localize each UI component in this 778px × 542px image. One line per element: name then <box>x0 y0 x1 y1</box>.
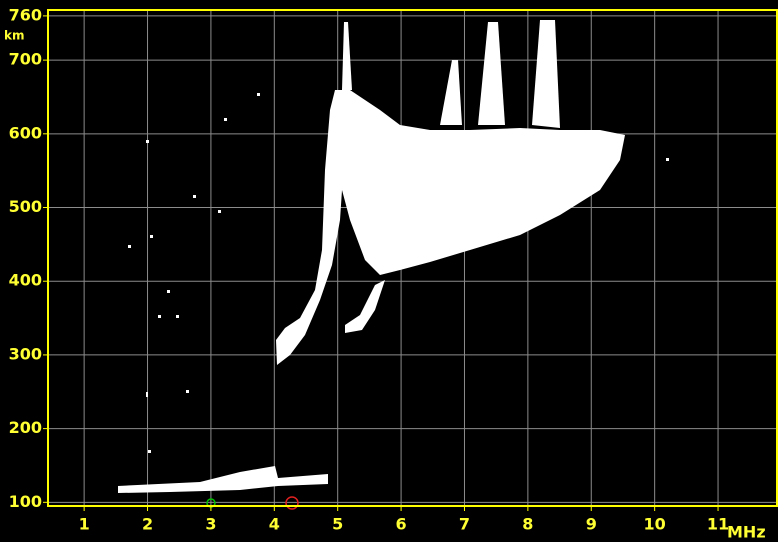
y-tick-label: 300 <box>9 344 42 363</box>
x-unit: MHz <box>727 523 766 542</box>
y-tick-label: 600 <box>9 123 42 142</box>
y-tick-label: 500 <box>9 197 42 216</box>
x-tick-label: 1 <box>79 515 90 534</box>
x-tick-label: 7 <box>459 515 470 534</box>
x-tick-label: 2 <box>142 515 153 534</box>
x-tick-label: 11 <box>707 515 729 534</box>
y-tick-label: 100 <box>9 492 42 511</box>
x-tick-label: 8 <box>522 515 533 534</box>
x-tick-label: 10 <box>644 515 666 534</box>
x-tick-label: 4 <box>269 515 280 534</box>
chart: km MHz 1 2 3 4 5 6 7 8 9 10 11 100 200 300 400 500 600 70… <box>0 0 778 542</box>
y-tick-label: 200 <box>9 418 42 437</box>
y-tick-label: 400 <box>9 271 42 290</box>
x-tick-label: 5 <box>332 515 343 534</box>
y-unit: km <box>4 29 24 43</box>
x-tick-label: 3 <box>205 515 216 534</box>
x-tick-label: 9 <box>586 515 597 534</box>
y-tick-label: 760 <box>9 5 42 24</box>
x-tick-label: 6 <box>396 515 407 534</box>
y-tick-label: 700 <box>9 50 42 69</box>
